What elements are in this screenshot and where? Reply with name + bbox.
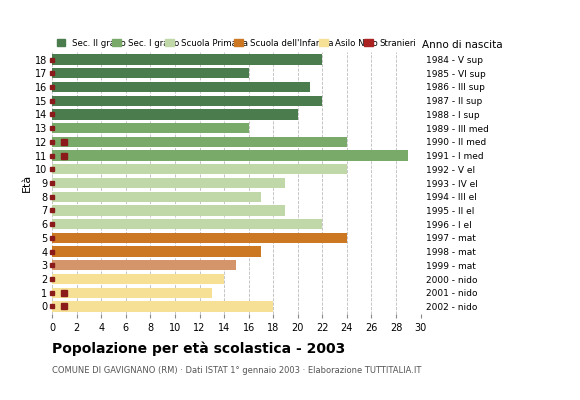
Bar bbox=[52, 178, 285, 188]
Bar bbox=[52, 205, 285, 216]
Bar bbox=[52, 233, 347, 243]
Bar bbox=[52, 123, 249, 133]
Bar bbox=[52, 109, 298, 120]
Bar bbox=[52, 301, 273, 312]
Legend: Sec. II grado, Sec. I grado, Scuola Primaria, Scuola dell'Infanzia, Asilo Nido, : Sec. II grado, Sec. I grado, Scuola Prim… bbox=[56, 39, 416, 48]
Text: Popolazione per età scolastica - 2003: Popolazione per età scolastica - 2003 bbox=[52, 342, 346, 356]
Text: Anno di nascita: Anno di nascita bbox=[422, 40, 503, 50]
Bar bbox=[52, 68, 249, 78]
Bar bbox=[52, 192, 261, 202]
Bar bbox=[52, 164, 347, 174]
Y-axis label: Età: Età bbox=[22, 174, 32, 192]
Bar bbox=[52, 137, 347, 147]
Bar bbox=[52, 150, 408, 161]
Bar bbox=[52, 260, 237, 270]
Bar bbox=[52, 288, 212, 298]
Bar bbox=[52, 96, 322, 106]
Bar bbox=[52, 54, 322, 65]
Bar bbox=[52, 219, 322, 229]
Bar bbox=[52, 246, 261, 257]
Bar bbox=[52, 274, 224, 284]
Text: COMUNE DI GAVIGNANO (RM) · Dati ISTAT 1° gennaio 2003 · Elaborazione TUTTITALIA.: COMUNE DI GAVIGNANO (RM) · Dati ISTAT 1°… bbox=[52, 366, 422, 375]
Bar bbox=[52, 82, 310, 92]
